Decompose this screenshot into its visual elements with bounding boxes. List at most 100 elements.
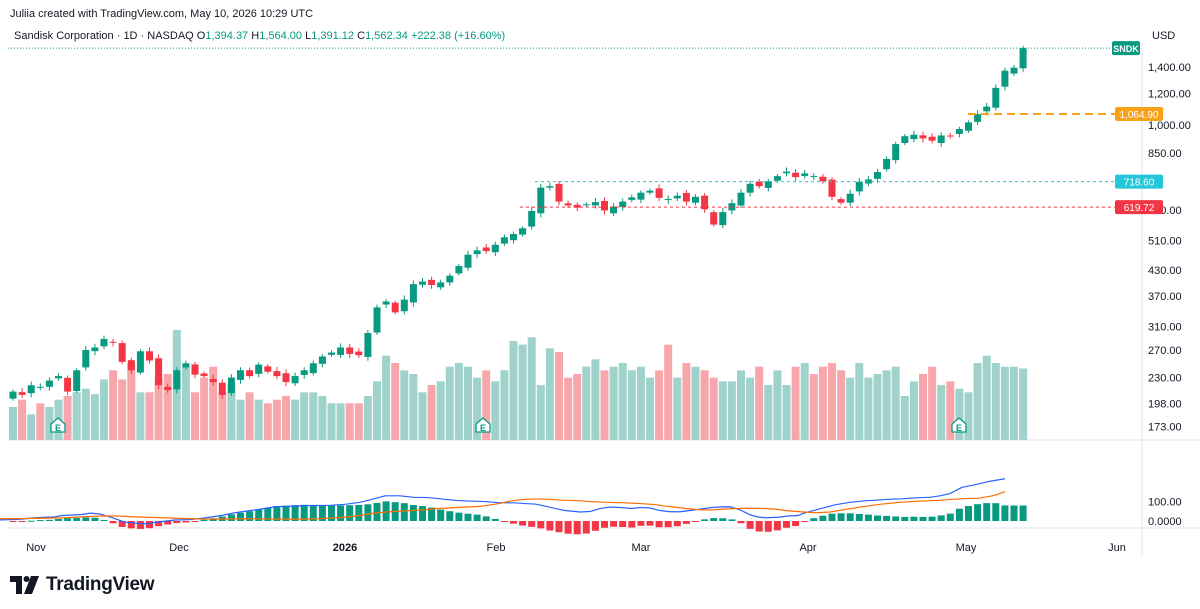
volume-bar xyxy=(90,394,99,440)
volume-bar xyxy=(928,366,937,440)
volume-bar xyxy=(964,392,973,440)
macd-histogram-bar xyxy=(282,505,290,521)
macd-histogram-bar xyxy=(91,517,99,521)
candle-body xyxy=(255,364,263,374)
candle-body xyxy=(883,158,891,170)
candle-body xyxy=(364,333,372,357)
macd-histogram-bar xyxy=(983,503,991,521)
candle-body xyxy=(45,380,53,387)
price-level-tag-bg xyxy=(1115,200,1163,215)
candle-body xyxy=(746,183,754,193)
macd-histogram-bar xyxy=(337,505,345,521)
macd-histogram-bar xyxy=(164,521,172,525)
macd-histogram-bar xyxy=(655,521,663,528)
volume-bar xyxy=(718,381,727,440)
candle-body xyxy=(528,210,536,227)
macd-histogram-bar xyxy=(428,507,436,521)
volume-bar xyxy=(154,377,163,440)
candle-body xyxy=(810,176,818,178)
candle-body xyxy=(18,392,26,395)
candle-body xyxy=(628,197,636,200)
candle-body xyxy=(409,284,417,303)
macd-histogram-bar xyxy=(200,519,208,521)
candle-body xyxy=(419,281,426,285)
brand-name: TradingView xyxy=(46,574,155,595)
volume-bar xyxy=(63,396,72,440)
volume-bar xyxy=(691,366,700,440)
volume-bar xyxy=(227,385,236,440)
volume-bar xyxy=(345,403,354,440)
candle-body xyxy=(673,195,681,199)
candle-body xyxy=(619,201,627,208)
symbol-name: Sandisk Corporation · 1D · NASDAQ xyxy=(14,30,194,42)
candle-body xyxy=(437,282,445,288)
macd-histogram-bar xyxy=(874,515,881,521)
macd-histogram-bar xyxy=(673,521,681,527)
candle-body xyxy=(473,250,481,255)
macd-histogram-bar xyxy=(919,516,927,521)
volume-bar xyxy=(909,381,918,440)
earnings-marker-label: E xyxy=(55,423,61,433)
volume-bar xyxy=(81,388,90,440)
macd-histogram-bar xyxy=(692,521,699,522)
candle-body xyxy=(464,254,472,268)
candle-body xyxy=(846,193,854,203)
currency-label[interactable]: USD xyxy=(1152,30,1176,42)
price-tick-label: 1,400.00 xyxy=(1148,62,1191,74)
macd-histogram-bar xyxy=(537,521,545,529)
price-level-tag: 718.60 xyxy=(1124,178,1155,189)
volume-bar xyxy=(828,363,836,440)
candle-body xyxy=(773,176,781,181)
macd-histogram-bar xyxy=(500,521,508,522)
macd-histogram-bar xyxy=(346,505,354,521)
macd-histogram-bar xyxy=(9,521,17,523)
volume-bar xyxy=(737,370,745,440)
volume-bar xyxy=(919,374,927,440)
candle-body xyxy=(155,358,163,386)
volume-bar xyxy=(573,374,582,440)
volume-bar xyxy=(873,374,882,440)
macd-histogram-bar xyxy=(355,504,363,521)
candle-body xyxy=(209,378,217,383)
volume-bar xyxy=(145,392,154,440)
macd-histogram-bar xyxy=(191,521,199,522)
macd-histogram-bar xyxy=(710,518,718,521)
volume-bar xyxy=(700,370,709,440)
volume-bar xyxy=(181,366,190,440)
macd-histogram-bar xyxy=(974,504,982,521)
macd-tick-label: 100.00 xyxy=(1148,497,1182,509)
earnings-marker xyxy=(475,417,491,433)
volume-bar xyxy=(436,381,445,440)
macd-histogram-bar xyxy=(1019,505,1027,521)
time-axis-label: Nov xyxy=(26,542,46,554)
macd-histogram-bar xyxy=(819,515,827,521)
volume-bar xyxy=(855,363,864,440)
macd-histogram-bar xyxy=(792,521,800,527)
candle-body xyxy=(291,376,299,384)
candle-body xyxy=(27,385,35,394)
macd-histogram-bar xyxy=(737,521,745,524)
macd-histogram-bar xyxy=(901,516,909,521)
macd-histogram-bar xyxy=(291,505,299,521)
macd-histogram-bar xyxy=(173,521,181,524)
candle-body xyxy=(737,192,745,206)
volume-bar xyxy=(418,392,427,440)
volume-bar xyxy=(245,392,254,440)
volume-bar xyxy=(291,399,300,440)
candle-body xyxy=(382,301,390,305)
volume-bar xyxy=(336,403,345,440)
macd-histogram-bar xyxy=(373,502,381,521)
volume-bar xyxy=(955,388,964,440)
macd-histogram-bar xyxy=(746,521,754,529)
macd-histogram-bar xyxy=(73,518,81,521)
candle-body xyxy=(719,212,727,226)
macd-histogram-bar xyxy=(573,521,581,535)
macd-histogram-bar xyxy=(764,521,772,532)
candle-body xyxy=(282,373,290,383)
macd-histogram-bar xyxy=(27,520,35,522)
volume-bar xyxy=(600,370,609,440)
price-tick-label: 310.00 xyxy=(1148,321,1182,333)
volume-bar xyxy=(400,370,409,440)
macd-histogram-bar xyxy=(18,521,26,522)
